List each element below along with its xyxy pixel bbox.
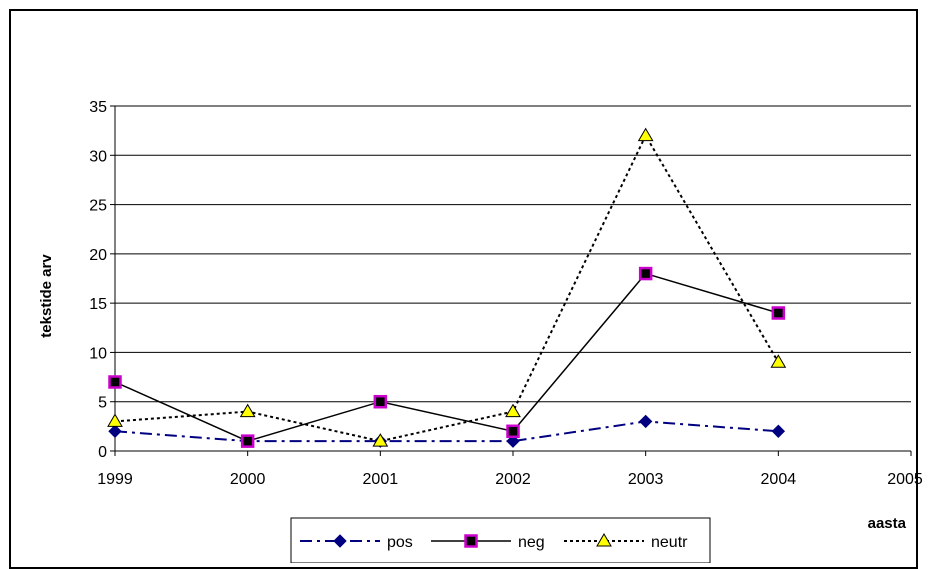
data-point-pos (640, 415, 652, 427)
y-tick-label: 5 (98, 395, 107, 412)
y-tick-label: 20 (89, 247, 107, 264)
data-point-neutr (771, 355, 785, 367)
data-point-neg (640, 268, 651, 279)
series-markers (108, 129, 785, 448)
y-tick-label: 25 (89, 198, 107, 215)
data-point-pos (109, 425, 121, 437)
x-tick-labels: 1999 2000 2001 2002 2003 2004 2005 (97, 471, 923, 488)
legend-marker-neg (466, 536, 477, 547)
x-tick-label: 2000 (230, 471, 266, 488)
legend: pos neg neutr (291, 518, 710, 563)
data-point-neg (110, 377, 121, 388)
legend-label-pos: pos (387, 534, 413, 551)
data-point-neutr (108, 414, 122, 426)
data-point-neg (773, 308, 784, 319)
data-point-neutr (241, 405, 255, 417)
series-lines (115, 136, 778, 442)
data-point-pos (772, 425, 784, 437)
y-tick-label: 35 (89, 99, 107, 116)
x-tick-label: 2004 (761, 471, 797, 488)
data-point-neg (508, 426, 519, 437)
data-point-neg (242, 436, 253, 447)
y-tick-label: 30 (89, 148, 107, 165)
data-point-neutr (506, 405, 520, 417)
series-line-neutr (115, 136, 778, 442)
x-tick-label: 1999 (97, 471, 133, 488)
legend-label-neutr: neutr (651, 534, 688, 551)
x-tick-label: 2001 (363, 471, 399, 488)
data-point-neutr (639, 129, 653, 141)
legend-label-neg: neg (518, 534, 545, 551)
y-tick-label: 15 (89, 296, 107, 313)
y-tick-label: 10 (89, 345, 107, 362)
y-tick-labels: 0 5 10 15 20 25 30 35 (89, 99, 107, 461)
series-line-neg (115, 274, 778, 442)
series-line-pos (115, 421, 778, 441)
gridlines (115, 106, 911, 402)
x-axis-title: aasta (868, 515, 907, 532)
x-tick-label: 2003 (628, 471, 664, 488)
x-tick-label: 2005 (887, 471, 923, 488)
x-tick-label: 2002 (495, 471, 531, 488)
data-point-neg (375, 396, 386, 407)
y-axis-title: tekstide arv (38, 254, 55, 338)
axes (110, 106, 911, 456)
y-tick-label: 0 (98, 444, 107, 461)
